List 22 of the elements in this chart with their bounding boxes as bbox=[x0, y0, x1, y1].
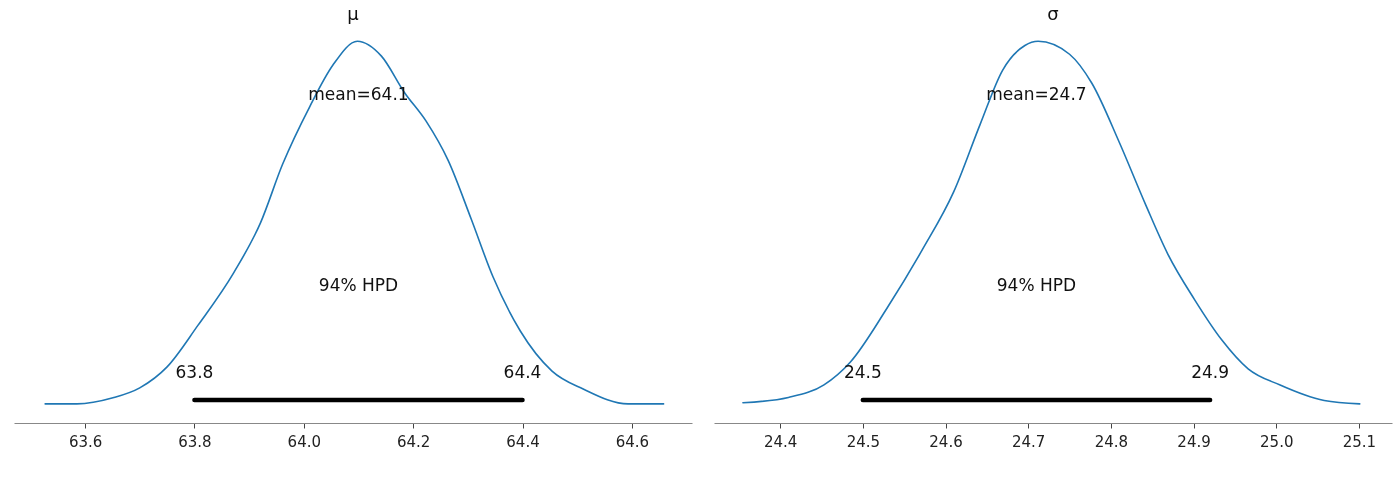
x-tick-label: 24.9 bbox=[1177, 432, 1211, 451]
annotation: 94% HPD bbox=[996, 274, 1077, 295]
annotation: 94% HPD bbox=[318, 274, 399, 295]
annotation: 64.4 bbox=[503, 362, 542, 383]
x-tick-label: 64.4 bbox=[506, 432, 540, 451]
x-tick-label: 24.6 bbox=[929, 432, 963, 451]
x-tick-label: 25.1 bbox=[1342, 432, 1377, 451]
x-tick-label: 64.2 bbox=[396, 432, 431, 451]
x-tick-label: 63.6 bbox=[68, 432, 103, 451]
x-tick-label: 63.8 bbox=[178, 432, 212, 451]
x-tick-label: 24.8 bbox=[1094, 432, 1129, 451]
chart-title: μ bbox=[347, 3, 360, 24]
x-tick-label: 64.0 bbox=[287, 432, 321, 451]
x-tick-label: 64.6 bbox=[615, 432, 650, 451]
annotation: 63.8 bbox=[175, 362, 214, 383]
annotation: 24.9 bbox=[1191, 362, 1230, 383]
annotation: 24.5 bbox=[843, 362, 882, 383]
x-tick-label: 24.4 bbox=[763, 432, 798, 451]
x-tick-label: 24.7 bbox=[1011, 432, 1046, 451]
x-tick-label: 25.0 bbox=[1260, 432, 1294, 451]
chart-title: σ bbox=[1047, 3, 1059, 24]
x-tick-label: 24.5 bbox=[846, 432, 881, 451]
